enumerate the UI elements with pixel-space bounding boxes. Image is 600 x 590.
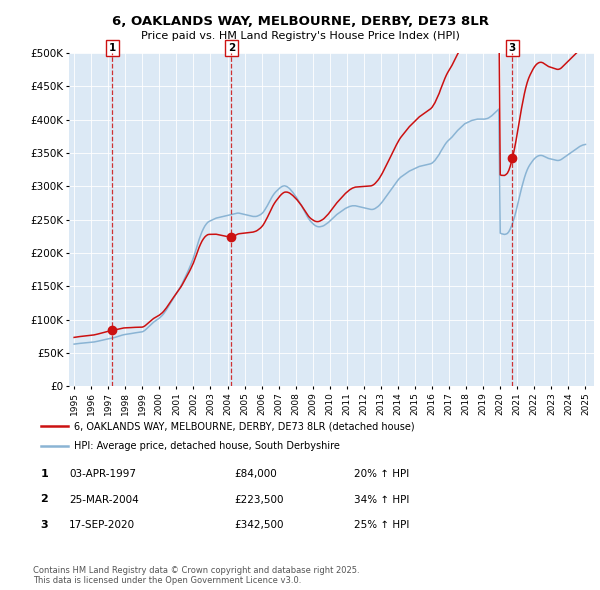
Text: 25-MAR-2004: 25-MAR-2004 xyxy=(69,495,139,504)
Text: Contains HM Land Registry data © Crown copyright and database right 2025.
This d: Contains HM Land Registry data © Crown c… xyxy=(33,566,359,585)
Text: 6, OAKLANDS WAY, MELBOURNE, DERBY, DE73 8LR: 6, OAKLANDS WAY, MELBOURNE, DERBY, DE73 … xyxy=(112,15,488,28)
Text: 1: 1 xyxy=(41,469,48,478)
Text: 34% ↑ HPI: 34% ↑ HPI xyxy=(354,495,409,504)
Text: 6, OAKLANDS WAY, MELBOURNE, DERBY, DE73 8LR (detached house): 6, OAKLANDS WAY, MELBOURNE, DERBY, DE73 … xyxy=(74,421,414,431)
Text: 2: 2 xyxy=(228,43,235,53)
Text: £223,500: £223,500 xyxy=(234,495,284,504)
Text: 3: 3 xyxy=(41,520,48,529)
Text: HPI: Average price, detached house, South Derbyshire: HPI: Average price, detached house, Sout… xyxy=(74,441,340,451)
Text: 2: 2 xyxy=(41,494,48,504)
Text: £342,500: £342,500 xyxy=(234,520,284,530)
Text: 25% ↑ HPI: 25% ↑ HPI xyxy=(354,520,409,530)
Text: 1: 1 xyxy=(109,43,116,53)
Text: 20% ↑ HPI: 20% ↑ HPI xyxy=(354,470,409,479)
Text: 17-SEP-2020: 17-SEP-2020 xyxy=(69,520,135,530)
Text: Price paid vs. HM Land Registry's House Price Index (HPI): Price paid vs. HM Land Registry's House … xyxy=(140,31,460,41)
Text: 03-APR-1997: 03-APR-1997 xyxy=(69,470,136,479)
Text: £84,000: £84,000 xyxy=(234,470,277,479)
Text: 3: 3 xyxy=(509,43,516,53)
